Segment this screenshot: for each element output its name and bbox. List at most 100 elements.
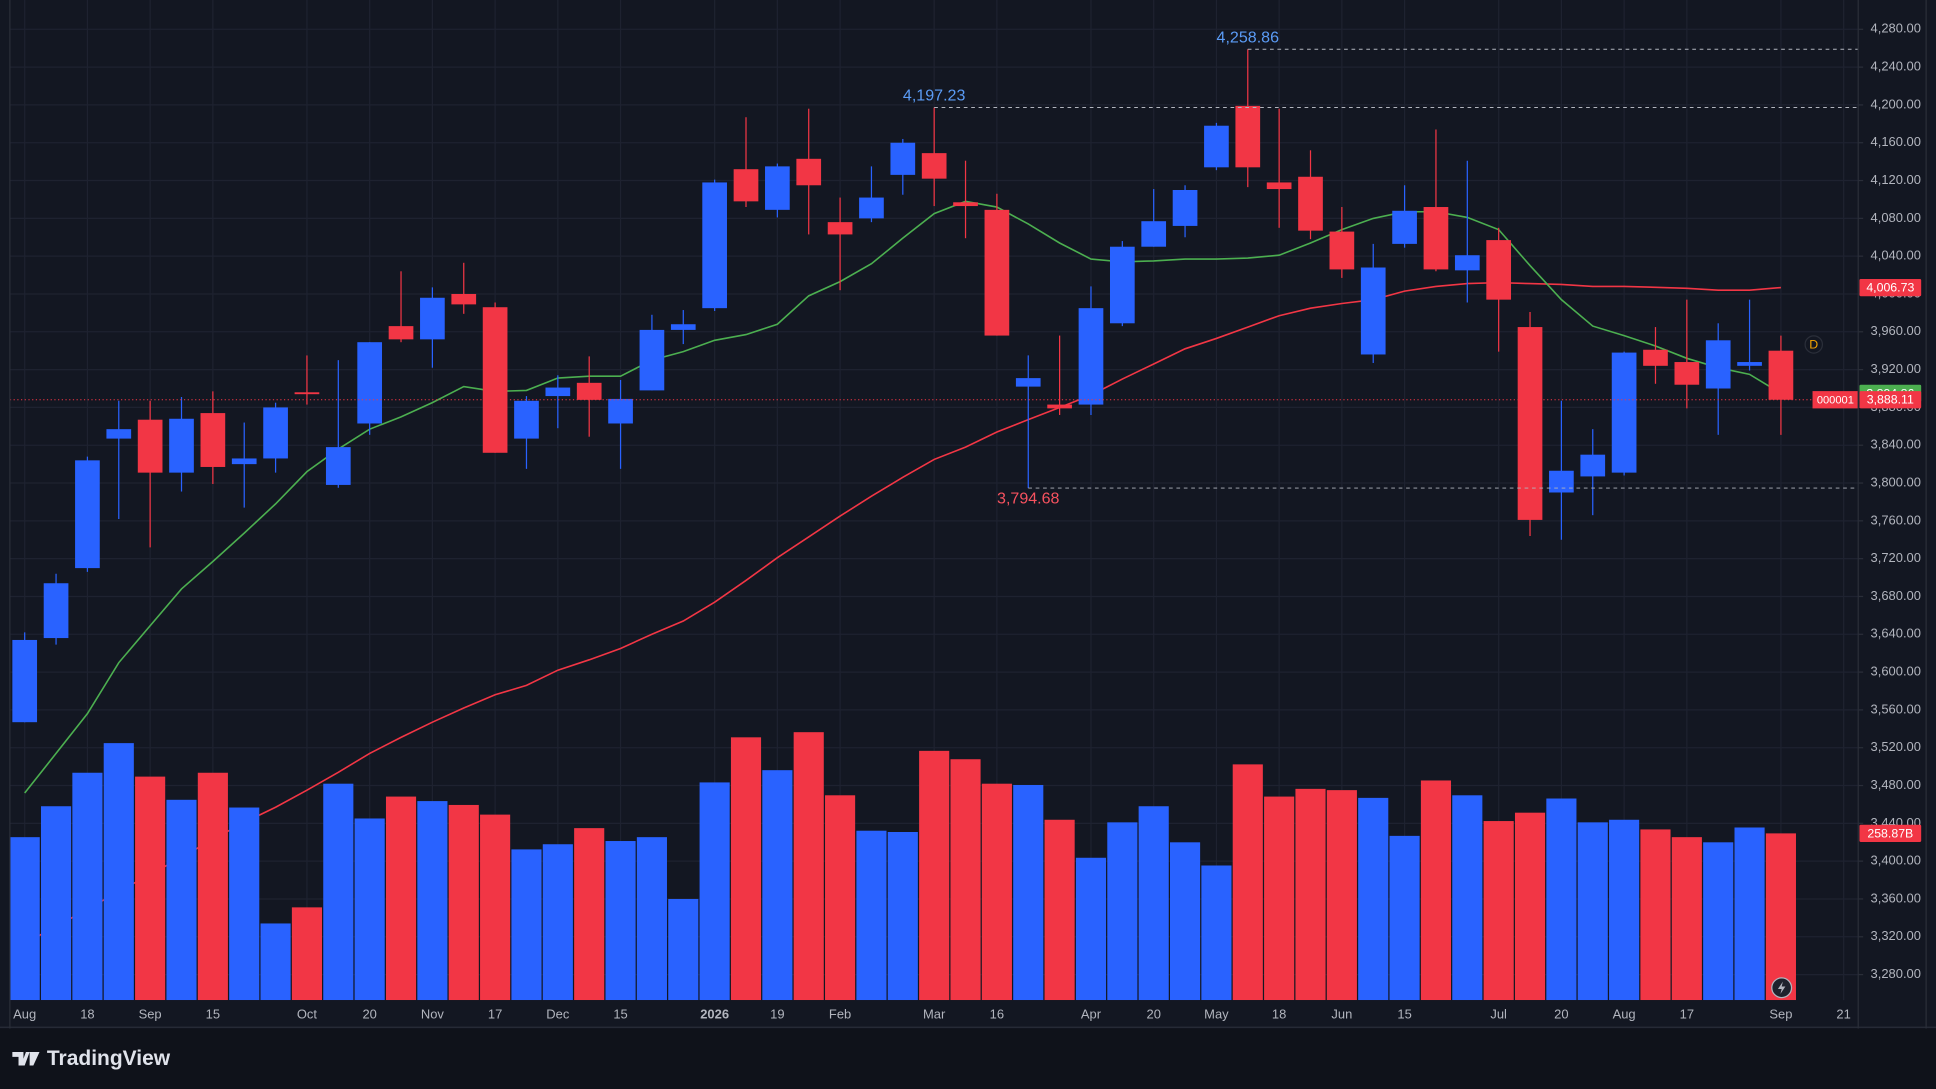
- candle-body: [890, 142, 916, 175]
- volume-bar: [1044, 819, 1075, 1001]
- x-tick-label: Jul: [1490, 1006, 1507, 1021]
- candle-body: [294, 392, 320, 395]
- extreme-label: 4,197.23: [903, 87, 966, 105]
- x-tick-label: 17: [1680, 1006, 1694, 1021]
- volume-bar: [1138, 806, 1169, 1001]
- sma-slow-tag-bg: [1859, 278, 1922, 297]
- candle-body: [75, 460, 100, 569]
- volume-bar: [229, 807, 260, 1001]
- volume-bar: [417, 801, 448, 1001]
- x-tick-label: Mar: [923, 1006, 946, 1021]
- volume-bar: [1013, 784, 1044, 1001]
- y-tick-label: 3,600.00: [1871, 664, 1921, 679]
- x-tick-label: 15: [206, 1006, 220, 1021]
- x-tick-label: Feb: [829, 1006, 851, 1021]
- candle-body: [169, 418, 194, 473]
- x-tick-label: 20: [1146, 1006, 1160, 1021]
- candle-body: [827, 222, 853, 235]
- volume-bar: [1358, 797, 1389, 1001]
- volume-bar: [1765, 833, 1796, 1001]
- x-tick-label: Jun: [1331, 1006, 1352, 1021]
- y-tick-label: 4,160.00: [1871, 134, 1921, 149]
- volume-bar: [291, 907, 323, 1001]
- extreme-label: 4,258.86: [1217, 28, 1280, 46]
- volume-bar: [1201, 865, 1232, 1001]
- candle-body: [106, 429, 132, 439]
- x-tick-label: May: [1204, 1006, 1229, 1021]
- candle-body: [545, 387, 571, 397]
- volume-bar: [856, 830, 887, 1001]
- volume-bar: [40, 806, 72, 1001]
- candle-body: [1047, 404, 1072, 409]
- footer: [0, 1028, 1936, 1089]
- candle-body: [702, 182, 727, 309]
- volume-bar: [1389, 835, 1420, 1001]
- plot-area: 4,258.86 4,197.23 3,794.68: [9, 28, 1859, 1001]
- candle-body: [137, 419, 163, 473]
- volume-bar: [385, 796, 417, 1001]
- x-tick-label: 15: [1397, 1006, 1411, 1021]
- x-tick-label: 2026: [700, 1006, 729, 1021]
- x-tick-label: Apr: [1081, 1006, 1102, 1021]
- x-tick-label: Oct: [297, 1006, 318, 1021]
- y-tick-label: 3,760.00: [1871, 512, 1921, 527]
- volume-bar: [1169, 842, 1201, 1001]
- x-tick-label: Aug: [1613, 1006, 1636, 1021]
- candle-body: [576, 382, 602, 400]
- logo: TradingView: [12, 1047, 171, 1070]
- x-tick-label: 18: [80, 1006, 94, 1021]
- volume-bar: [574, 828, 605, 1001]
- volume-bar: [919, 750, 950, 1001]
- candle-body: [200, 413, 226, 467]
- candle-body: [1235, 105, 1261, 168]
- volume-bar: [448, 804, 479, 1001]
- volume-bar: [1452, 795, 1483, 1001]
- volume-tag-bg: [1859, 824, 1922, 843]
- volume-bar: [260, 923, 291, 1001]
- logo-icon: [12, 1051, 40, 1066]
- volume-bar: [1577, 822, 1608, 1001]
- countdown: 000001: [1817, 394, 1854, 406]
- volume-bar: [323, 783, 354, 1001]
- volume-bar: [1232, 764, 1263, 1001]
- volume-bar: [793, 732, 824, 1001]
- x-tick-label: 19: [770, 1006, 784, 1021]
- volume-bar: [1734, 827, 1765, 1001]
- candle-body: [1078, 308, 1104, 405]
- y-tick-label: 3,280.00: [1871, 966, 1921, 981]
- candle-body: [1015, 378, 1041, 387]
- x-tick-label: 21: [1836, 1006, 1850, 1021]
- volume-bar: [825, 795, 856, 1001]
- volume-bar: [9, 837, 40, 1001]
- candle-body: [231, 458, 257, 465]
- y-tick-label: 3,840.00: [1871, 437, 1921, 452]
- volume-bar: [1671, 837, 1702, 1001]
- volume-bar: [762, 770, 793, 1001]
- y-tick-label: 3,680.00: [1871, 588, 1921, 603]
- y-tick-label: 3,920.00: [1871, 361, 1921, 376]
- volume-bar: [1264, 796, 1295, 1001]
- candle-body: [1737, 362, 1762, 366]
- y-tick-label: 3,960.00: [1871, 323, 1921, 338]
- candle-body: [1423, 207, 1449, 270]
- sma-slow-tag: 4,006.73: [1866, 281, 1914, 295]
- axes: 3,280.003,320.003,360.003,400.003,440.00…: [13, 21, 1922, 1021]
- candle-body: [514, 400, 539, 439]
- x-tick-label: Nov: [421, 1006, 445, 1021]
- x-tick-label: Sep: [1769, 1006, 1792, 1021]
- candle-body: [1705, 340, 1731, 389]
- volume-bar: [730, 737, 762, 1001]
- y-tick-label: 4,040.00: [1871, 248, 1921, 263]
- candle-body: [1580, 454, 1606, 477]
- candle-body: [1611, 352, 1637, 473]
- candle-body: [608, 398, 633, 424]
- countdown-bg: [1812, 391, 1859, 409]
- volume-bar: [542, 844, 573, 1001]
- volume-bar: [480, 814, 511, 1001]
- candle-body: [921, 153, 947, 179]
- volume-bar: [1703, 842, 1734, 1001]
- y-tick-label: 3,360.00: [1871, 890, 1921, 905]
- candle-body: [1109, 246, 1135, 324]
- candle-body: [325, 447, 351, 485]
- candle-body: [796, 158, 822, 186]
